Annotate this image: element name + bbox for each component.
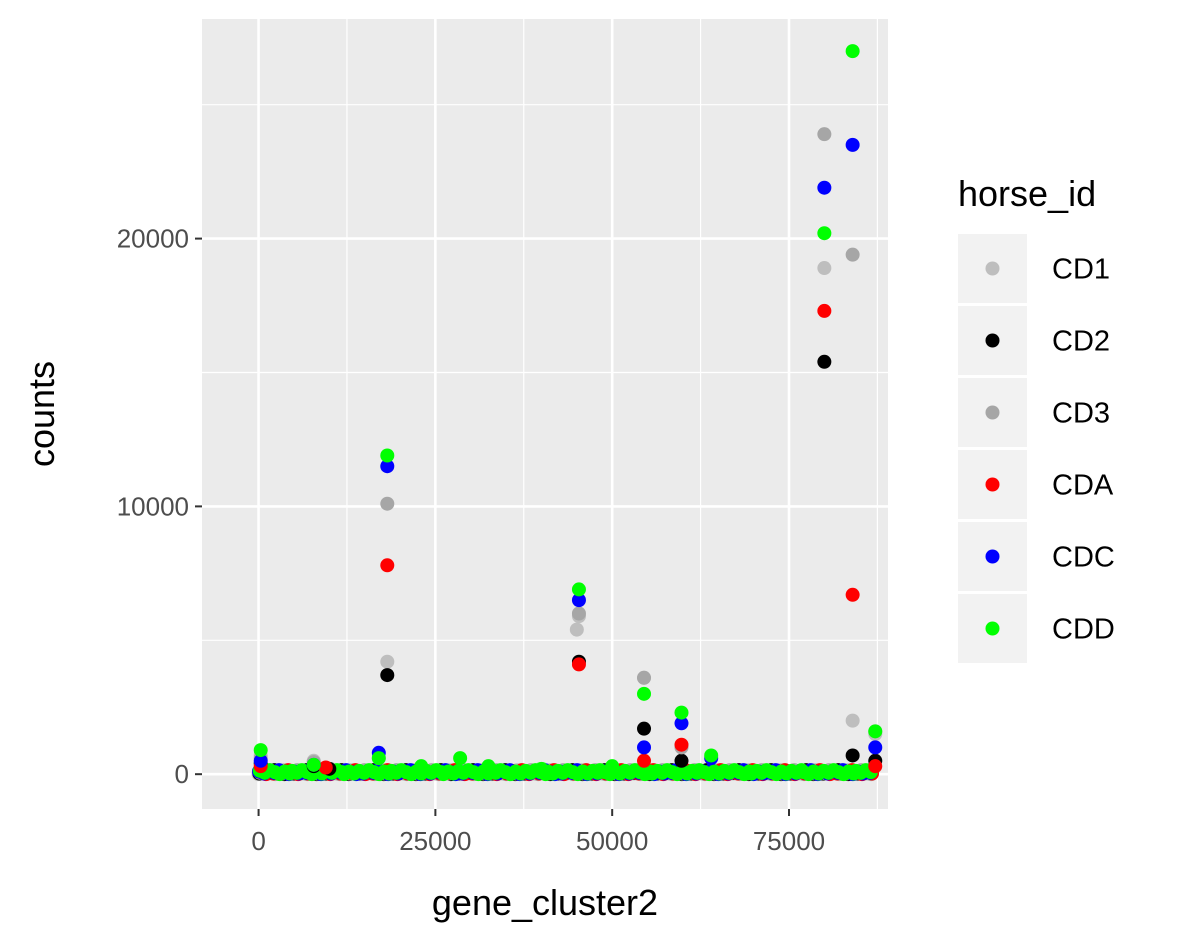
data-point bbox=[571, 582, 586, 597]
legend-label: CDC bbox=[1052, 542, 1115, 574]
data-point bbox=[868, 724, 883, 739]
data-point bbox=[637, 740, 652, 755]
data-point bbox=[868, 740, 883, 755]
data-point bbox=[817, 127, 832, 142]
data-point bbox=[674, 737, 689, 752]
x-tick-label: 25000 bbox=[399, 826, 471, 856]
data-point bbox=[605, 759, 620, 774]
legend: CD1 CD2 CD3 CDA CDC CDD bbox=[958, 234, 1115, 663]
data-point bbox=[674, 753, 689, 768]
legend-marker bbox=[985, 477, 1000, 492]
data-point bbox=[253, 743, 268, 758]
data-point bbox=[453, 751, 468, 766]
legend-marker bbox=[985, 333, 1000, 348]
legend-marker bbox=[985, 261, 1000, 276]
x-tick-label: 75000 bbox=[753, 826, 825, 856]
data-point bbox=[817, 226, 832, 241]
data-point bbox=[845, 748, 860, 763]
data-point bbox=[704, 748, 719, 763]
data-point bbox=[674, 705, 689, 720]
legend-label: CD1 bbox=[1052, 254, 1110, 286]
data-point bbox=[306, 757, 321, 772]
data-point bbox=[637, 686, 652, 701]
data-point bbox=[380, 668, 395, 683]
y-tick-label: 0 bbox=[175, 759, 189, 789]
x-tick-label: 0 bbox=[251, 826, 265, 856]
data-point bbox=[868, 759, 883, 774]
data-point bbox=[534, 761, 549, 776]
x-tick-label: 50000 bbox=[576, 826, 648, 856]
data-point bbox=[253, 753, 268, 768]
legend-title: horse_id bbox=[958, 173, 1096, 214]
data-point bbox=[845, 137, 860, 152]
y-tick-label: 20000 bbox=[117, 224, 189, 254]
data-point bbox=[380, 654, 395, 669]
data-point bbox=[481, 759, 496, 774]
data-point bbox=[380, 496, 395, 511]
legend-label: CD3 bbox=[1052, 398, 1110, 430]
data-point bbox=[845, 713, 860, 728]
data-point bbox=[817, 303, 832, 318]
data-point bbox=[817, 354, 832, 369]
legend-label: CDA bbox=[1052, 470, 1114, 502]
minor-gridlines bbox=[202, 19, 888, 809]
legend-marker bbox=[985, 405, 1000, 420]
x-axis-ticks: 0 25000 50000 75000 bbox=[251, 809, 825, 856]
y-axis-title: counts bbox=[21, 361, 62, 467]
data-points bbox=[251, 44, 883, 782]
data-point bbox=[637, 721, 652, 736]
data-point bbox=[318, 760, 333, 775]
data-point bbox=[845, 44, 860, 59]
data-point bbox=[569, 622, 584, 637]
legend-marker bbox=[985, 549, 1000, 564]
legend-label: CDD bbox=[1052, 614, 1115, 646]
data-point bbox=[845, 247, 860, 262]
data-point bbox=[380, 448, 395, 463]
plot-panel bbox=[202, 19, 888, 809]
y-axis-ticks: 0 10000 20000 bbox=[117, 224, 202, 789]
data-point bbox=[571, 606, 586, 621]
data-point bbox=[817, 261, 832, 276]
data-point bbox=[380, 459, 395, 474]
data-point bbox=[674, 716, 689, 731]
data-point bbox=[817, 180, 832, 195]
y-tick-label: 10000 bbox=[117, 491, 189, 521]
data-point bbox=[414, 759, 429, 774]
legend-label: CD2 bbox=[1052, 326, 1110, 358]
data-point bbox=[371, 751, 386, 766]
data-point bbox=[637, 670, 652, 685]
data-point bbox=[571, 593, 586, 608]
data-point bbox=[845, 587, 860, 602]
data-point bbox=[571, 657, 586, 672]
legend-marker bbox=[985, 621, 1000, 636]
data-point bbox=[380, 558, 395, 573]
x-axis-title: gene_cluster2 bbox=[432, 882, 658, 923]
data-point bbox=[637, 753, 652, 768]
